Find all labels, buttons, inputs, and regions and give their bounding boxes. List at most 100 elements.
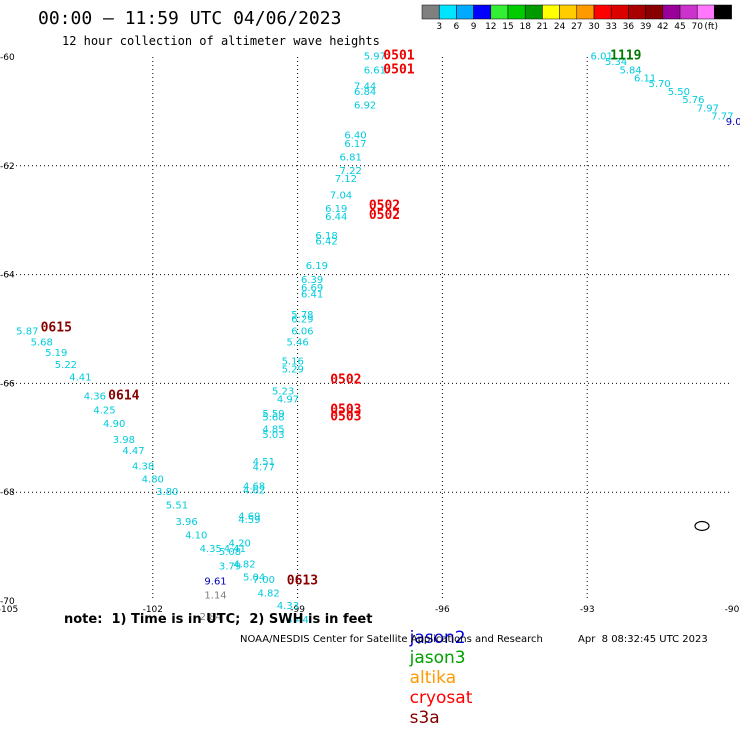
colorbar-tick: 21 [537,22,548,32]
wave-height-label: 6.19 [325,204,347,215]
wave-height-label: 5.08 [219,547,241,558]
wave-height-label: 9.61 [204,577,226,588]
colorbar-tick: 27 [571,22,582,32]
colorbar-swatch [679,4,698,20]
colorbar-tick: 45 [674,22,685,32]
wave-height-label: 6.40 [344,131,366,142]
wave-height-label: 3.79 [219,561,241,572]
colorbar-tick: 12 [485,22,496,32]
wave-height-label: 5.19 [45,348,67,359]
wave-height-label: 5.03 [262,430,284,441]
wave-height-label: 5.29 [282,365,304,376]
legend-jason3: jason3 [409,648,466,668]
colorbar-swatch [714,4,732,20]
x-tick-label: -93 [580,605,595,615]
colorbar-swatch [559,4,578,20]
colorbar-swatch [542,4,560,20]
wave-height-label: 4.90 [103,419,125,430]
island-outline [694,520,710,532]
wave-height-label: 5.76 [682,95,704,106]
wave-height-label: 5.22 [55,360,77,371]
wave-height-label: 5.84 [620,65,642,76]
time-label: 0502 [369,198,400,213]
wave-height-label: 5.23 [272,386,294,397]
colorbar-tick: 6 [454,22,460,32]
generated-timestamp: Apr 8 08:32:45 UTC 2023 [578,634,708,645]
credit-line: NOAA/NESDIS Center for Satellite Applica… [240,634,543,645]
wave-height-label: 4.51 [253,457,275,468]
wave-height-label: 3.98 [113,435,135,446]
colorbar-tick: 39 [640,22,652,32]
chart-title: 00:00 – 11:59 UTC 04/06/2023 [38,8,342,29]
colorbar-swatch [507,4,526,20]
wave-height-label: 5.51 [166,501,188,512]
x-tick-label: -99 [290,605,305,615]
wave-height-label: 6.44 [325,212,347,223]
y-tick-label: -62 [0,162,15,172]
wave-height-label: 7.77 [711,112,733,123]
time-label: 0501 [383,62,414,77]
wave-height-label: 4.38 [132,461,154,472]
colorbar-swatch [490,4,509,20]
wave-height-label: 7.04 [330,190,352,201]
x-tick-label: -96 [435,605,450,615]
colorbar-swatch [576,4,595,20]
colorbar-swatch [696,4,715,20]
wave-height-label: 7.97 [697,103,719,114]
wave-height-label: 4.97 [277,394,299,405]
wave-height-label: 4.77 [253,462,275,473]
wave-height-label: 6.81 [340,152,362,163]
colorbar-swatch [662,4,681,20]
legend-jason2: jason2 [409,628,466,648]
colorbar-tick: 9 [471,22,477,32]
wave-height-label: 5.78 [291,310,313,321]
wave-height-label: 5.70 [648,79,670,90]
wave-height-label: 5.87 [16,326,38,337]
wave-height-label: 4.36 [84,392,106,403]
wave-height-label: 4.44 [286,615,308,626]
legend-cryosat: cryosat [409,688,473,708]
time-label: 0615 [41,321,72,336]
wave-height-label: 7.00 [253,575,275,586]
wave-height-label: 5.34 [605,57,627,68]
satellite-legend: jason2 jason3 altika cryosat s3a [388,608,478,748]
colorbar-tick: 18 [519,22,531,32]
colorbar-unit: (ft) [704,22,718,32]
wave-height-label: 1.14 [204,590,226,601]
wave-height-label: 5.97 [364,52,386,63]
y-tick-label: -68 [0,488,15,498]
wave-height-label: 6.06 [291,326,313,337]
wave-height-label: 4.41 [69,373,91,384]
wave-height-label: 6.92 [354,101,376,112]
time-label: 0502 [330,372,361,387]
wave-height-label: 6.61 [364,65,386,76]
legend-s3a: s3a [409,708,440,728]
time-label: 0501 [383,49,414,64]
colorbar-tick: 24 [554,22,566,32]
footer-note: note: 1) Time is in UTC; 2) SWH is in fe… [64,612,373,627]
wave-height-label: 6.84 [354,87,376,98]
time-label: 0614 [108,389,139,404]
colorbar-swatch [593,4,612,20]
wave-height-label: 4.10 [185,530,207,541]
x-tick-label: -90 [725,605,740,615]
time-label: 0502 [369,208,400,223]
colorbar-tick: 3 [436,22,442,32]
time-label: 0503 [330,409,361,424]
wave-height-label: 6.39 [301,275,323,286]
time-label: 0613 [287,574,318,589]
wave-height-label: 4.59 [238,515,260,526]
wave-height-label: 6.42 [315,237,337,248]
colorbar-swatch [421,4,440,20]
colorbar-tick: 36 [623,22,635,32]
wave-height-label: 7.12 [335,174,357,185]
y-tick-label: -64 [0,271,15,281]
time-label: 0503 [330,402,361,417]
colorbar-swatch [524,4,543,20]
y-tick-label: -70 [0,597,15,607]
y-tick-label: -66 [0,379,15,389]
wave-height-label: 6.01 [591,52,613,63]
wave-height-label: 4.69 [238,511,260,522]
colorbar-tick: 70 [691,22,703,32]
wave-height-label: 5.50 [668,87,690,98]
